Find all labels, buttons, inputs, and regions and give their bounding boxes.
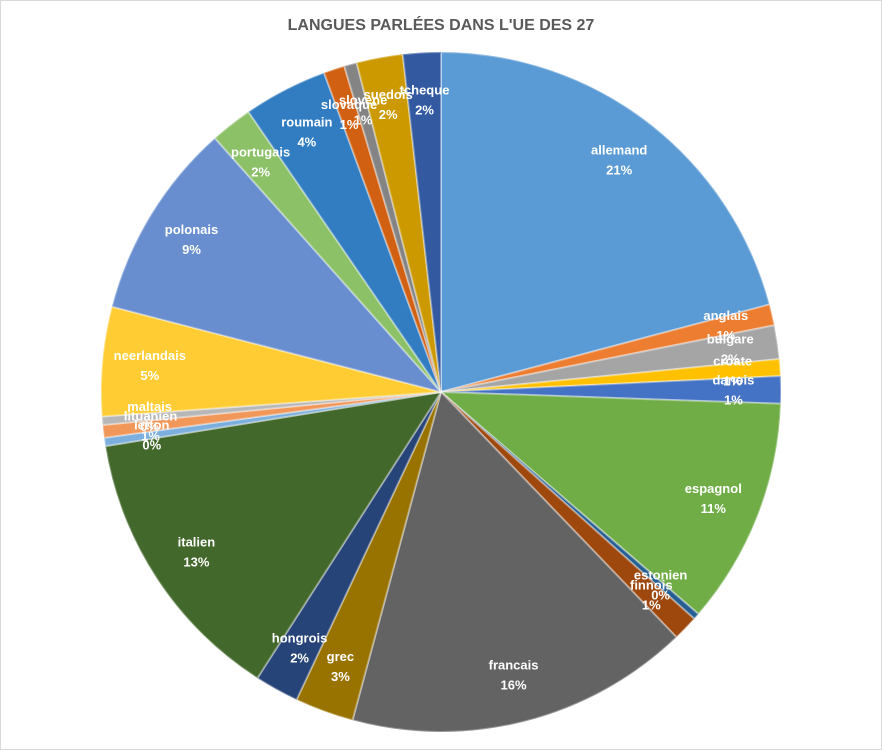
slice-value-label: 9%	[182, 242, 201, 257]
slice-label: letton	[134, 417, 169, 432]
slice-value-label: 0%	[140, 419, 159, 434]
slice-label: neerlandais	[114, 348, 186, 363]
slice-label: allemand	[591, 143, 647, 158]
pie-slice	[343, 61, 442, 393]
slice-value-label: 2%	[251, 164, 270, 179]
pie-slice	[100, 391, 442, 427]
slice-value-label: 2%	[415, 103, 434, 118]
pie-slice	[440, 374, 782, 405]
slice-value-label: 0%	[651, 587, 670, 602]
slice-value-label: 5%	[140, 368, 159, 383]
slice-label: polonais	[165, 222, 218, 237]
slice-value-label: 1%	[141, 428, 160, 443]
pie-slice	[401, 50, 442, 393]
slice-value-label: 1%	[716, 328, 735, 343]
pie-slice	[440, 50, 771, 394]
slice-value-label: 4%	[297, 135, 316, 150]
slice-value-label: 1%	[724, 393, 743, 408]
pie-slice	[440, 391, 700, 621]
slice-value-label: 2%	[290, 650, 309, 665]
slice-label: lituanien	[124, 408, 178, 423]
slice-value-label: 1%	[642, 598, 661, 613]
chart-title: LANGUES PARLÉES DANS L'UE DES 27	[288, 15, 595, 34]
slice-label: maltais	[127, 399, 172, 414]
slice-value-label: 16%	[501, 678, 527, 693]
slice-label: croate	[713, 353, 752, 368]
slice-value-label: 3%	[331, 669, 350, 684]
slice-label: francais	[489, 658, 539, 673]
pie-slice	[101, 391, 442, 439]
slice-label: roumain	[281, 115, 332, 130]
pie-slice	[295, 391, 442, 722]
slice-value-label: 0%	[142, 437, 161, 452]
slice-value-label: 1%	[340, 117, 359, 132]
slice-label: finnois	[630, 578, 673, 593]
pie-slice	[355, 53, 442, 393]
slice-label: bulgare	[707, 332, 754, 347]
pie-slice	[440, 391, 696, 639]
pie-slice	[247, 71, 442, 393]
slice-label: estonien	[634, 567, 688, 582]
slice-value-label: 21%	[606, 163, 632, 178]
pie-slice	[440, 357, 782, 393]
slice-label: tcheque	[400, 83, 450, 98]
pie-slice	[440, 324, 781, 393]
slice-label: anglais	[703, 308, 748, 323]
pie-slice	[104, 390, 444, 680]
pie-slice	[322, 64, 442, 393]
pie-slice	[102, 391, 442, 448]
pie-slice	[100, 305, 442, 418]
pie-slice	[440, 303, 776, 393]
slice-label: grec	[327, 649, 354, 664]
slice-value-label: 11%	[701, 501, 727, 516]
slice-value-label: 13%	[183, 555, 209, 570]
slice-label: portugais	[231, 144, 290, 159]
slice-label: suedois	[364, 87, 413, 102]
slice-label: slovene	[339, 93, 387, 108]
slice-label: italien	[178, 535, 216, 550]
slice-value-label: 1%	[723, 373, 742, 388]
slice-value-label: 1%	[354, 113, 373, 128]
pie-slice	[255, 391, 442, 702]
pie-slice	[351, 390, 678, 733]
pie-slice	[438, 390, 782, 616]
slice-label: espagnol	[685, 481, 742, 496]
slice-value-label: 2%	[721, 352, 740, 367]
slice-value-label: 2%	[379, 107, 398, 122]
slice-label: hongrois	[272, 630, 328, 645]
slice-label: slovaque	[321, 97, 377, 112]
pie-slice	[213, 110, 442, 393]
pie-slice	[110, 136, 444, 394]
slice-label: danois	[712, 373, 754, 388]
